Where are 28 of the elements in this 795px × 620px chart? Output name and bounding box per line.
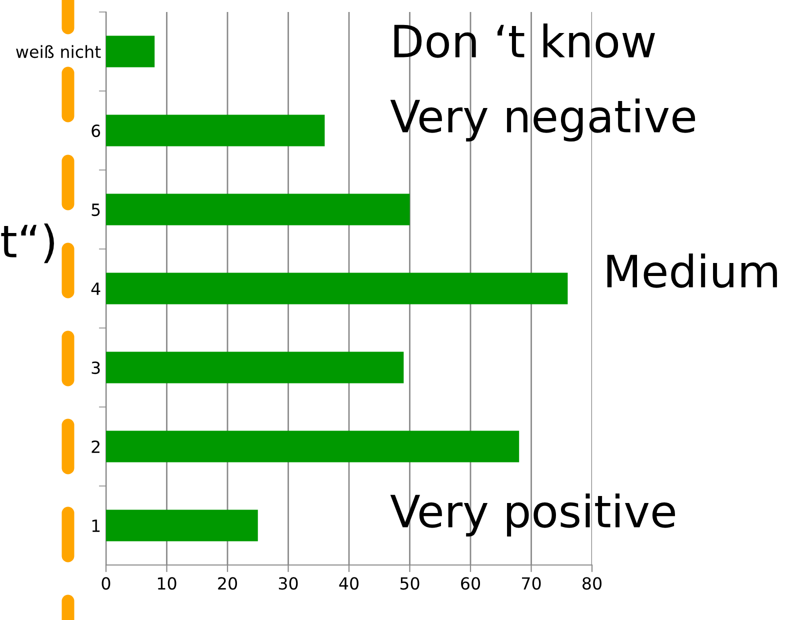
y-tick-label: weiß nicht (16, 45, 101, 58)
y-tick-label: 3 (92, 361, 100, 374)
y-tick-label: 1 (92, 520, 100, 532)
x-tick-label: 60 (461, 577, 480, 590)
annotation: Don ‘t know (394, 23, 655, 58)
y-tick-label: 5 (92, 204, 100, 216)
bar (106, 272, 568, 304)
bar (106, 194, 410, 226)
bar (106, 430, 520, 462)
text: Medium (607, 253, 777, 288)
y-tick-label: 6 (92, 124, 100, 138)
x-tick-label: 20 (218, 577, 237, 590)
bar (106, 36, 155, 68)
x-tick-label: 50 (400, 577, 420, 590)
x-tick-label: 0 (102, 577, 110, 590)
x-tick-label: 10 (158, 577, 176, 590)
x-tick-label: 40 (339, 577, 358, 590)
bar (106, 114, 325, 146)
y-tick-label: 4 (91, 282, 100, 295)
x-tick-label: 30 (278, 577, 298, 590)
bar (106, 510, 258, 542)
y-tick-label: 2 (92, 440, 100, 453)
text: t“) (1, 224, 54, 264)
annotation: Very positive (390, 493, 675, 537)
x-tick-label: 70 (522, 577, 541, 590)
annotation: Very negative (390, 98, 696, 142)
x-tick-label: 80 (582, 577, 602, 590)
bar (106, 352, 404, 384)
